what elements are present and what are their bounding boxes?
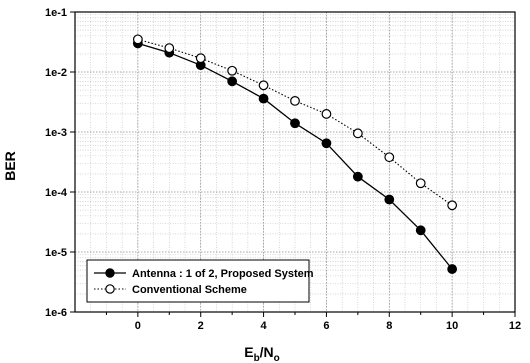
x-tick-label: 0 [135, 320, 141, 332]
data-point [384, 194, 395, 205]
data-point [290, 95, 300, 106]
data-point [415, 225, 426, 236]
data-point [384, 152, 395, 163]
legend-marker-conventional [105, 284, 115, 294]
y-tick-label: 1e-4 [45, 187, 68, 199]
data-point [290, 118, 300, 129]
data-point [258, 93, 269, 104]
data-point [321, 109, 332, 119]
y-tick-label: 1e-1 [45, 7, 67, 19]
x-axis-label-sub-o: o [274, 353, 280, 363]
data-point [227, 76, 238, 87]
x-tick-label: 2 [198, 320, 204, 332]
data-point [415, 178, 426, 189]
x-tick-label: 4 [261, 320, 268, 332]
series-layer [132, 34, 458, 274]
x-axis-label: Eb/No [244, 344, 280, 363]
x-tick-label: 8 [386, 320, 392, 332]
legend: Antenna : 1 of 2, Proposed System Conven… [86, 259, 314, 303]
tick-labels: 0 2 4 6 8 10 12 1e-6 1e-5 1e-4 1e-3 1e-2 1e-1 [45, 7, 521, 332]
y-tick-label: 1e-2 [45, 67, 67, 79]
x-axis-label-slash-n: /N [260, 344, 274, 360]
legend-box [86, 259, 310, 303]
axis-ticks [70, 11, 516, 317]
x-axis-label-main: E [244, 344, 253, 360]
data-point [352, 171, 363, 182]
y-axis-label: BER [2, 151, 18, 181]
x-axis-label-sub-b: b [254, 353, 260, 363]
data-point [352, 128, 363, 139]
x-tick-label: 6 [323, 320, 329, 332]
x-tick-label: 12 [509, 320, 521, 332]
data-point [447, 264, 458, 274]
data-point [321, 138, 332, 149]
x-tick-label: 10 [446, 320, 458, 332]
data-point [447, 200, 458, 211]
legend-label-conventional: Conventional Scheme [132, 284, 247, 296]
y-tick-label: 1e-6 [45, 307, 67, 319]
series-conventional [132, 34, 458, 211]
legend-marker-proposed [105, 268, 115, 278]
legend-label-proposed: Antenna : 1 of 2, Proposed System [132, 268, 314, 280]
data-point [258, 80, 269, 91]
data-point [195, 53, 206, 64]
data-point [164, 43, 175, 54]
y-tick-label: 1e-3 [45, 127, 67, 139]
y-tick-label: 1e-5 [45, 247, 67, 259]
series-proposed [132, 38, 458, 274]
data-point [132, 34, 143, 45]
data-point [227, 65, 238, 76]
